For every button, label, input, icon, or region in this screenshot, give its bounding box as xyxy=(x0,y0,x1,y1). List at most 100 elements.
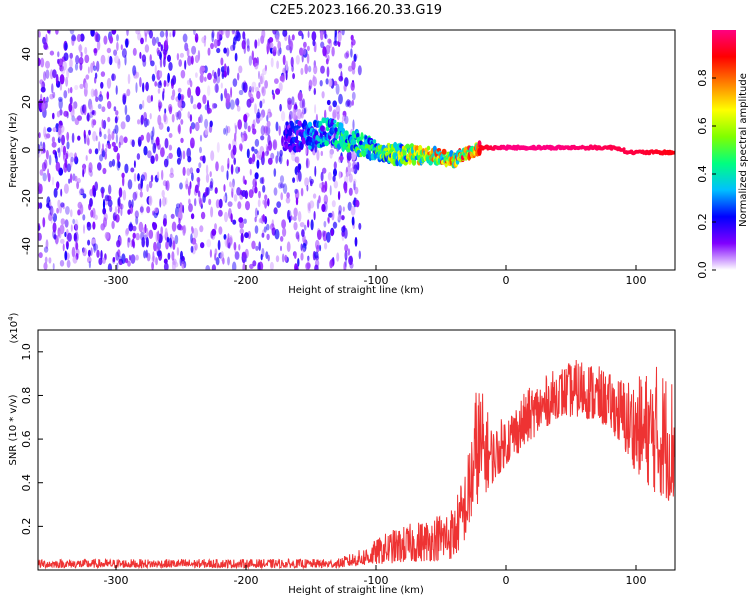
heatmap-cell xyxy=(230,213,233,223)
heatmap-cell xyxy=(194,198,197,207)
heatmap-cell xyxy=(89,111,94,118)
heatmap-cell xyxy=(132,47,137,56)
heatmap-cell xyxy=(40,57,45,68)
heatmap-cell xyxy=(94,72,98,79)
heatmap-cell xyxy=(121,48,127,58)
heatmap-cell xyxy=(266,120,271,128)
heatmap-cell xyxy=(223,184,226,192)
heatmap-cell xyxy=(355,199,360,208)
heatmap-cell xyxy=(364,143,370,150)
heatmap-cell xyxy=(150,130,154,141)
snr-x-label: Height of straight line (km) xyxy=(288,585,424,596)
heatmap-cell xyxy=(107,55,110,64)
heatmap-cell xyxy=(282,30,288,37)
heatmap-cell xyxy=(251,81,257,90)
heatmap-cell xyxy=(82,214,86,221)
heatmap-cell xyxy=(226,47,230,57)
heatmap-cell xyxy=(135,254,139,261)
heatmap-cell xyxy=(314,264,319,270)
heatmap-cell xyxy=(229,99,235,110)
heatmap-cell xyxy=(162,90,165,101)
heatmap-cell xyxy=(292,109,297,120)
heatmap-cell xyxy=(258,218,263,224)
heatmap-cell xyxy=(264,126,269,136)
heatmap-cell xyxy=(137,32,142,41)
x-tick-label: -100 xyxy=(364,574,389,587)
heatmap-cell xyxy=(285,60,288,71)
y-tick-label: 0.4 xyxy=(20,474,33,492)
heatmap-cell xyxy=(305,157,309,169)
heatmap-cell xyxy=(38,30,41,38)
heatmap-cell xyxy=(264,80,268,89)
heatmap-cell xyxy=(247,230,251,240)
heatmap-cell xyxy=(116,41,119,52)
heatmap-cell xyxy=(141,236,145,248)
heatmap-cell xyxy=(66,259,71,268)
heatmap-cell xyxy=(139,204,144,215)
y-tick-label: 20 xyxy=(20,95,33,109)
heatmap-cell xyxy=(320,41,325,49)
heatmap-cell xyxy=(104,147,108,154)
snr-series-line xyxy=(38,359,675,570)
heatmap-cell xyxy=(101,257,106,264)
heatmap-cell xyxy=(69,173,73,184)
heatmap-cell xyxy=(308,85,311,92)
heatmap-cell xyxy=(216,47,221,54)
heatmap-cell xyxy=(310,219,314,231)
heatmap-cell xyxy=(75,242,79,251)
heatmap-cell xyxy=(118,255,122,262)
heatmap-cell xyxy=(256,90,261,100)
heatmap-cell xyxy=(449,150,454,158)
heatmap-cell xyxy=(106,77,112,89)
heatmap-cell xyxy=(164,138,169,149)
heatmap-cell xyxy=(300,243,303,251)
heatmap-cell xyxy=(69,86,73,94)
heatmap-cell xyxy=(286,192,290,199)
heatmap-cell xyxy=(144,44,150,53)
heatmap-cell xyxy=(111,30,117,35)
heatmap-cell xyxy=(79,62,83,71)
heatmap-cell xyxy=(80,105,85,115)
heatmap-cell xyxy=(307,30,310,38)
heatmap-cell xyxy=(82,169,85,178)
heatmap-cell xyxy=(202,193,206,204)
heatmap-cell xyxy=(288,114,292,122)
heatmap-cell xyxy=(113,49,118,56)
heatmap-cell xyxy=(239,228,244,235)
heatmap-cell xyxy=(85,155,88,161)
heatmap-cell xyxy=(40,81,43,88)
heatmap-cell xyxy=(128,223,134,232)
heatmap-cell xyxy=(58,98,63,110)
heatmap-cell xyxy=(202,94,207,105)
heatmap-cell xyxy=(343,261,347,270)
heatmap-cell xyxy=(52,91,56,99)
heatmap-cell xyxy=(160,44,163,52)
heatmap-cell xyxy=(52,213,57,223)
heatmap-cell xyxy=(254,216,257,223)
heatmap-cell xyxy=(42,172,47,182)
heatmap-cell xyxy=(223,70,227,78)
heatmap-cell xyxy=(622,147,626,151)
x-tick-label: 100 xyxy=(626,574,647,587)
heatmap-cell xyxy=(333,123,337,129)
heatmap-cell xyxy=(83,224,85,234)
heatmap-cell xyxy=(335,105,341,115)
heatmap-cell xyxy=(78,57,84,65)
heatmap-cell xyxy=(52,263,55,270)
snr-frame xyxy=(37,329,676,571)
heatmap-cell xyxy=(195,72,198,78)
heatmap-cell xyxy=(275,88,281,95)
heatmap-cell xyxy=(66,141,70,150)
heatmap-cell xyxy=(97,162,102,171)
heatmap-cell xyxy=(223,195,226,202)
heatmap-cell xyxy=(303,107,307,114)
heatmap-cell xyxy=(212,102,214,110)
heatmap-cell xyxy=(127,260,131,267)
heatmap-cell xyxy=(347,65,353,72)
heatmap-cell xyxy=(220,165,225,173)
heatmap-cell xyxy=(148,195,153,206)
heatmap-cell xyxy=(52,127,57,133)
heatmap-cell xyxy=(92,187,97,198)
heatmap-cell xyxy=(306,184,309,192)
heatmap-cell xyxy=(194,184,199,194)
